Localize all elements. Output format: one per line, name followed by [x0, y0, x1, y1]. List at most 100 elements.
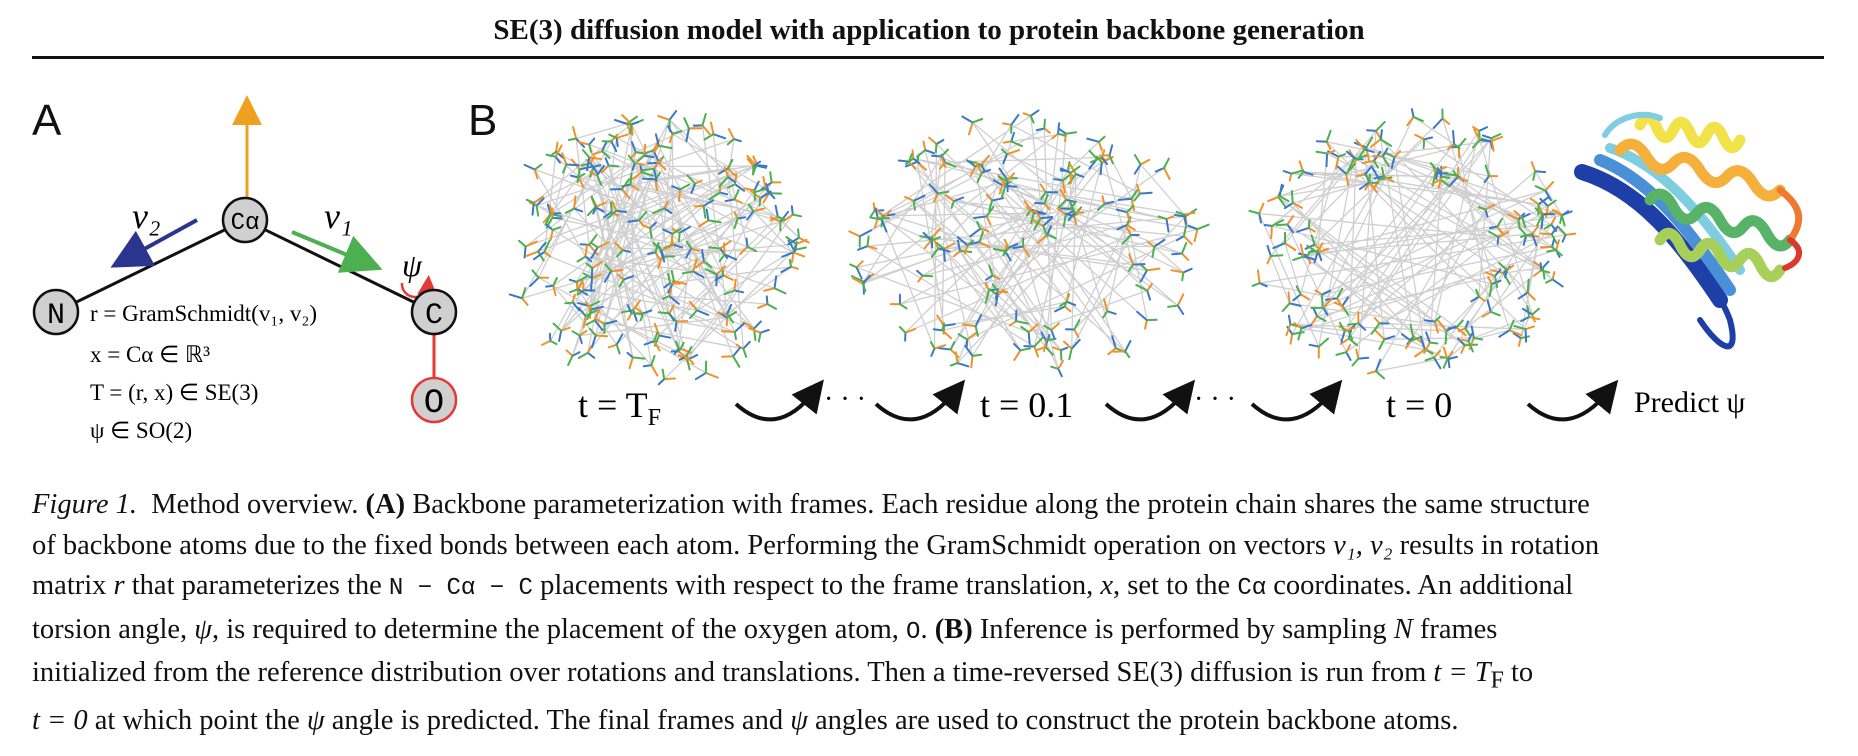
residue-frame — [757, 295, 778, 310]
residue-frame — [1175, 210, 1196, 226]
caption-math: ψ — [790, 705, 808, 737]
caption-text: to — [1503, 657, 1534, 688]
residue-frame — [1385, 150, 1402, 169]
residue-frame — [667, 125, 683, 144]
residue-frame — [1002, 131, 1023, 148]
residue-frame — [1370, 317, 1390, 335]
residue-frame — [962, 314, 982, 337]
residue-frame — [748, 327, 770, 343]
residue-frame — [1424, 350, 1442, 370]
residue-frame — [1012, 237, 1031, 258]
residue-frame — [746, 157, 762, 175]
loop — [1602, 111, 1663, 138]
residue-frame — [607, 333, 624, 355]
residue-frame — [1292, 285, 1311, 302]
residue-frame — [545, 224, 562, 241]
figure-caption: Figure 1. Method overview. (A) Backbone … — [32, 485, 1822, 742]
residue-frame — [508, 287, 529, 306]
residue-frame — [1296, 219, 1316, 233]
residue-frame — [1513, 210, 1531, 228]
v1-label: v₁ — [324, 196, 353, 236]
residue-frame — [780, 258, 799, 273]
residue-frame — [643, 331, 661, 352]
caption-text: of backbone atoms due to the fixed bonds… — [32, 529, 1334, 561]
residue-frame — [735, 340, 751, 358]
residue-frame — [1283, 190, 1304, 210]
caption-math: ψ — [306, 705, 325, 737]
residue-frame — [1534, 181, 1555, 202]
label-t-tf-subscript: F — [648, 405, 661, 431]
transition-arrow-3 — [1104, 379, 1196, 422]
residue-frame — [724, 189, 743, 204]
residue-frame — [532, 239, 552, 261]
residue-frame — [931, 148, 949, 168]
residue-frame — [671, 183, 691, 202]
residue-frame — [936, 341, 960, 358]
alpha-helix — [1644, 188, 1796, 252]
residue-frame — [1171, 241, 1190, 261]
residue-frame — [985, 264, 1001, 281]
residue-frame — [614, 242, 631, 258]
residue-frame — [1481, 133, 1502, 152]
residue-frame — [1306, 244, 1330, 264]
caption-atoms: O — [906, 618, 921, 646]
residue-frame — [1065, 319, 1081, 338]
residue-frame — [1308, 337, 1330, 359]
alpha-helix — [1654, 227, 1786, 283]
residue-frame — [1484, 268, 1502, 289]
caption-text: at which point the — [87, 705, 307, 737]
residue-frame — [787, 228, 810, 246]
residue-frame — [857, 235, 878, 251]
panel-a-backbone-diagram: Cα N C O v₂ v₁ ψ r = GramSchmidt(v₁, v₂)… — [32, 95, 458, 443]
residue-frame — [1310, 297, 1333, 316]
residue-frame — [1008, 309, 1029, 327]
residue-frame — [641, 221, 657, 239]
residue-frame — [763, 275, 787, 295]
residue-frame — [641, 157, 663, 182]
residue-frame — [1521, 307, 1540, 323]
residue-frame — [1372, 147, 1390, 167]
residue-frame — [1036, 225, 1057, 244]
residue-frame — [1051, 122, 1066, 140]
residue-frame — [1035, 118, 1051, 134]
residue-frame — [1146, 238, 1166, 258]
residue-frame — [1187, 223, 1210, 243]
caption-math: v₁, v₂ — [1333, 529, 1393, 561]
residue-frame — [582, 272, 603, 292]
residue-frame — [545, 144, 563, 164]
residue-frame — [1102, 298, 1117, 319]
residue-frame — [569, 172, 586, 188]
residue-frame — [1000, 148, 1021, 165]
frame-connections — [521, 119, 800, 380]
residue-frame — [1135, 283, 1153, 301]
residue-frame — [1115, 205, 1135, 223]
residue-frame — [1477, 203, 1496, 218]
residue-frame — [571, 329, 588, 345]
residue-frame — [1338, 321, 1356, 343]
caption-text: results in rotation — [1392, 529, 1600, 561]
caption-text: Method overview. — [151, 489, 366, 520]
residue-frame — [1293, 322, 1313, 341]
residue-frame — [1059, 292, 1077, 307]
equation-psi: ψ ∈ SO(2) — [90, 418, 192, 443]
residue-frame — [897, 153, 917, 170]
equation-x: x = Cα ∈ ℝ³ — [90, 342, 210, 367]
residue-frame — [603, 263, 624, 283]
residue-frame — [930, 238, 951, 258]
residue-frame — [1423, 315, 1441, 334]
residue-frame — [564, 195, 584, 214]
transition-arrow-5 — [1526, 379, 1619, 422]
residue-frame — [1266, 244, 1284, 265]
residue-frame — [1457, 320, 1471, 337]
residue-frame — [1533, 262, 1551, 277]
residue-frame — [968, 230, 991, 248]
residue-frame — [1275, 215, 1295, 234]
residue-frame — [671, 225, 691, 243]
residue-frame — [1175, 225, 1193, 246]
residue-frame — [1449, 170, 1469, 187]
alpha-helix — [1634, 111, 1746, 154]
residue-frame — [601, 157, 620, 174]
residue-frame — [1447, 130, 1461, 150]
transition-arrow-1 — [734, 379, 824, 422]
residue-frame — [686, 174, 703, 194]
